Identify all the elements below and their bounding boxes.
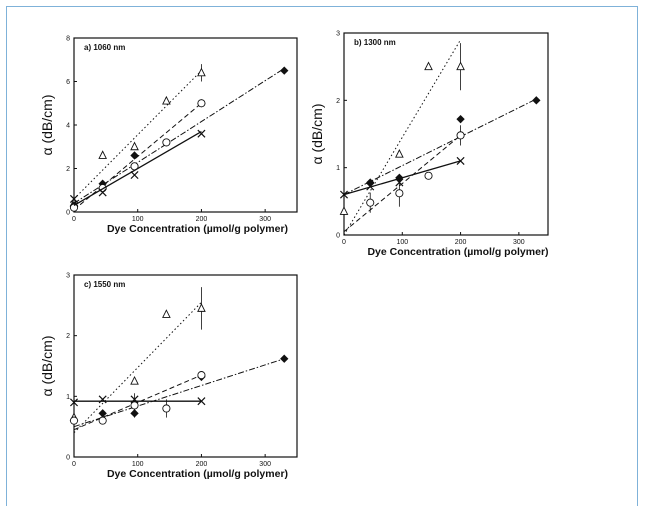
data-point-diamond <box>130 151 139 160</box>
x-tick-label: 200 <box>196 216 208 223</box>
y-tick-label: 2 <box>66 166 70 173</box>
data-point-cross <box>69 398 79 407</box>
y-tick-label: 1 <box>336 165 340 172</box>
fit-line-cross <box>343 160 461 196</box>
data-point-triangle <box>395 148 404 158</box>
data-point-cross <box>98 395 107 404</box>
data-point-diamond <box>532 96 541 105</box>
figure-frame: 0 100 200 300 0 2 4 6 8 a) 1060 nm Dye Concentrati… <box>6 6 638 506</box>
data-point-triangle <box>130 141 139 151</box>
data-point-triangle <box>456 61 465 71</box>
data-point-cross <box>130 171 139 180</box>
data-point-circle <box>162 404 171 413</box>
y-tick-label: 4 <box>66 123 70 130</box>
x-tick-label: 200 <box>196 461 208 468</box>
x-axis-label: Dye Concentration (µmol/g polymer) <box>107 223 288 235</box>
data-point-circle <box>130 401 139 410</box>
data-point-triangle <box>339 206 349 215</box>
fit-line-diamond <box>73 68 285 204</box>
fit-line-triangle <box>343 39 462 236</box>
data-point-cross <box>456 156 465 165</box>
chart-panel-2: 0 100 200 300 0 1 2 3 b) 1300 nm Dye Concentratio… <box>309 31 549 258</box>
data-point-triangle <box>130 375 139 385</box>
plot-area <box>73 274 298 458</box>
x-tick-label: 300 <box>259 461 271 468</box>
fit-line-triangle <box>73 70 202 200</box>
chart-panel-3: 0 100 200 300 0 1 2 3 c) 1550 nm Dye Concentratio… <box>39 273 298 480</box>
fit-line-diamond <box>343 98 537 196</box>
y-tick-label: 6 <box>66 79 70 86</box>
data-point-circle <box>197 99 206 108</box>
data-point-diamond <box>280 354 289 363</box>
y-tick-label: 1 <box>66 394 70 401</box>
data-point-cross <box>69 194 79 203</box>
data-point-circle <box>69 416 79 425</box>
data-point-cross <box>366 182 375 191</box>
x-tick-label: 300 <box>259 216 271 223</box>
y-axis-label: α (dB/cm) <box>39 336 55 397</box>
fit-line-circle <box>343 134 461 233</box>
y-axis-label: α (dB/cm) <box>39 95 55 156</box>
data-point-triangle <box>162 309 171 318</box>
x-tick-label: 0 <box>342 239 346 246</box>
data-point-cross <box>130 395 139 404</box>
data-point-cross <box>395 178 404 187</box>
fit-line-circle <box>73 102 202 211</box>
data-point-circle <box>197 371 206 380</box>
data-point-circle <box>69 203 79 212</box>
panel-title: c) 1550 nm <box>84 280 125 289</box>
y-tick-label: 3 <box>66 273 70 280</box>
y-tick-label: 3 <box>336 31 340 38</box>
chart-panel-1: 0 100 200 300 0 2 4 6 8 a) 1060 nm Dye Concentrati… <box>39 36 298 235</box>
data-point-cross <box>197 397 206 406</box>
data-point-triangle <box>424 61 433 71</box>
data-point-cross <box>197 129 206 138</box>
y-tick-label: 2 <box>66 333 70 340</box>
data-point-diamond <box>456 115 465 124</box>
x-axis-label: Dye Concentration (µmol/g polymer) <box>367 246 548 258</box>
data-point-circle <box>162 138 171 147</box>
x-tick-label: 100 <box>396 239 408 246</box>
y-tick-label: 2 <box>336 98 340 105</box>
data-point-cross <box>339 190 349 199</box>
y-tick-label: 0 <box>336 233 340 240</box>
y-tick-label: 0 <box>66 210 70 217</box>
y-axis-label: α (dB/cm) <box>309 104 325 165</box>
data-point-diamond <box>280 66 289 75</box>
data-point-circle <box>366 198 375 207</box>
fit-line-cross <box>73 130 202 207</box>
data-point-triangle <box>197 303 206 312</box>
panel-title: a) 1060 nm <box>84 43 125 52</box>
data-point-circle <box>98 416 107 425</box>
y-tick-label: 0 <box>66 455 70 462</box>
x-tick-label: 200 <box>455 239 467 246</box>
x-tick-label: 300 <box>513 239 525 246</box>
data-point-triangle <box>162 95 171 105</box>
x-tick-label: 100 <box>132 461 144 468</box>
data-point-triangle <box>197 67 206 77</box>
data-point-cross <box>98 188 107 197</box>
data-point-circle <box>424 171 433 180</box>
plot-area <box>343 32 549 236</box>
fit-line-circle <box>73 374 202 431</box>
x-tick-label: 0 <box>72 216 76 223</box>
data-point-circle <box>395 189 404 198</box>
x-tick-label: 0 <box>72 461 76 468</box>
panel-title: b) 1300 nm <box>354 38 396 47</box>
data-point-triangle <box>98 150 107 159</box>
data-point-circle <box>456 131 465 140</box>
x-tick-label: 100 <box>132 216 144 223</box>
y-tick-label: 8 <box>66 36 70 43</box>
x-axis-label: Dye Concentration (µmol/g polymer) <box>107 468 288 480</box>
fit-line-diamond <box>73 358 285 428</box>
